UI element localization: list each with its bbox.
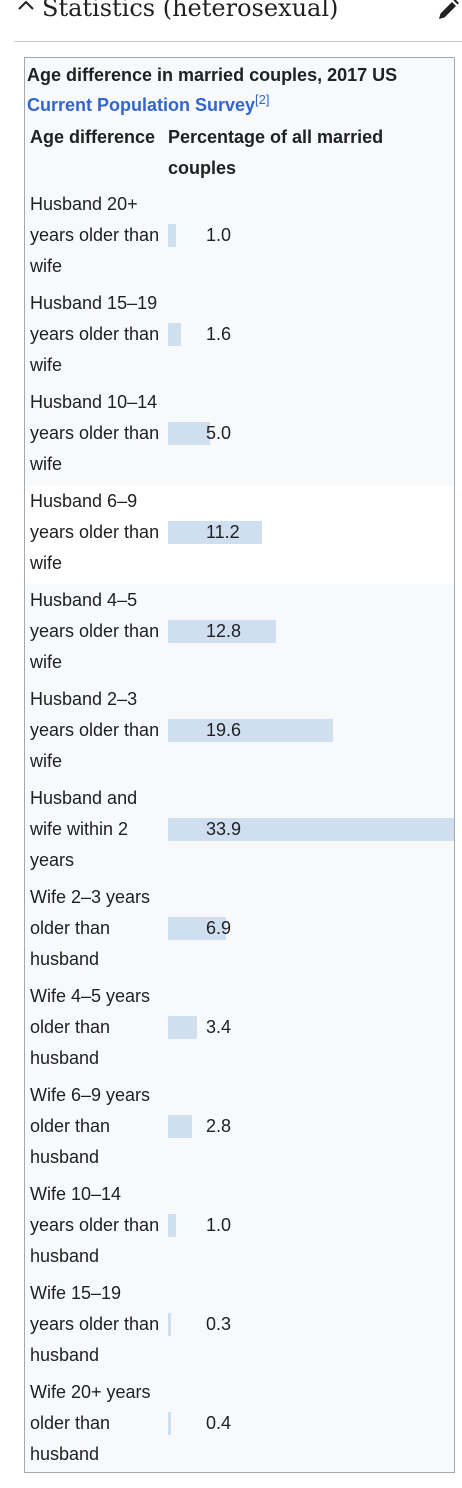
- table-row: Wife 4–5 years older than husband 3.4: [25, 980, 454, 1079]
- row-label: Wife 4–5 years older than husband: [30, 986, 151, 1068]
- percentage-bar: [168, 1412, 172, 1435]
- row-label: Husband 10–14 years older than wife: [30, 392, 160, 474]
- table-row: Husband 20+ years older than wife 1.0: [25, 188, 454, 287]
- table-caption: Age difference in married couples, 2017 …: [27, 60, 447, 120]
- percentage-value: 6.9: [206, 918, 232, 938]
- table-row: Husband 6–9 years older than wife 11.2: [25, 485, 454, 584]
- table-row: Wife 15–19 years older than husband 0.3: [25, 1277, 454, 1376]
- section-title[interactable]: Statistics (heterosexual): [42, 0, 339, 22]
- percentage-bar: [168, 224, 177, 247]
- percentage-value: 2.8: [206, 1116, 232, 1136]
- percentage-bar: [168, 1214, 177, 1237]
- table-row: Wife 20+ years older than husband 0.4: [25, 1376, 454, 1475]
- percentage-bar: [168, 1016, 197, 1039]
- caption-text: Age difference in married couples, 2017 …: [27, 65, 398, 85]
- percentage-value: 0.4: [206, 1413, 232, 1433]
- row-label: Husband 4–5 years older than wife: [30, 590, 160, 672]
- percentage-bar: [168, 719, 334, 742]
- table-row: Wife 2–3 years older than husband 6.9: [25, 881, 454, 980]
- chevron-up-icon[interactable]: [14, 0, 38, 30]
- row-label: Husband and wife within 2 years: [30, 788, 138, 870]
- column-header-age: Age difference: [30, 127, 156, 147]
- percentage-value: 19.6: [206, 720, 242, 740]
- row-label: Wife 6–9 years older than husband: [30, 1085, 151, 1167]
- table-row: Wife 6–9 years older than husband 2.8: [25, 1079, 454, 1178]
- row-label: Husband 2–3 years older than wife: [30, 689, 160, 771]
- row-label: Husband 20+ years older than wife: [30, 194, 160, 276]
- table-row: Wife 10–14 years older than husband 1.0: [25, 1178, 454, 1277]
- percentage-bar: [168, 620, 276, 643]
- percentage-bar: [168, 1313, 171, 1336]
- row-label: Wife 20+ years older than husband: [30, 1382, 151, 1464]
- percentage-value: 11.2: [206, 522, 240, 542]
- percentage-value: 0.3: [206, 1314, 232, 1334]
- percentage-value: 1.0: [206, 225, 232, 245]
- pencil-icon[interactable]: [434, 0, 462, 24]
- percentage-value: 5.0: [206, 423, 232, 443]
- percentage-value: 12.8: [206, 621, 242, 641]
- table-row: Husband 4–5 years older than wife 12.8: [25, 584, 454, 683]
- row-label: Wife 15–19 years older than husband: [30, 1283, 160, 1365]
- percentage-bar: [168, 323, 182, 346]
- row-label: Husband 6–9 years older than wife: [30, 491, 160, 573]
- age-difference-table: Age difference in married couples, 2017 …: [24, 57, 455, 1473]
- section-header: Statistics (heterosexual): [14, 0, 462, 42]
- reference-link[interactable]: [2]: [255, 92, 270, 107]
- percentage-bar: [168, 917, 227, 940]
- percentage-value: 1.0: [206, 1215, 232, 1235]
- table-row: Husband 10–14 years older than wife 5.0: [25, 386, 454, 485]
- row-label: Husband 15–19 years older than wife: [30, 293, 160, 375]
- percentage-bar: [168, 1115, 192, 1138]
- table-row: Husband 15–19 years older than wife 1.6: [25, 287, 454, 386]
- row-label: Wife 10–14 years older than husband: [30, 1184, 160, 1266]
- percentage-bar: [168, 818, 454, 841]
- percentage-value: 3.4: [206, 1017, 232, 1037]
- percentage-bar: [168, 422, 211, 445]
- caption-link[interactable]: Current Population Survey: [27, 95, 256, 115]
- row-label: Wife 2–3 years older than husband: [30, 887, 151, 969]
- percentage-bar: [168, 521, 263, 544]
- table-row: Husband and wife within 2 years 33.9: [25, 782, 454, 881]
- column-header-percentage: Percentage of all married couples: [168, 127, 384, 178]
- percentage-value: 33.9: [206, 819, 242, 839]
- table-row: Husband 2–3 years older than wife 19.6: [25, 683, 454, 782]
- percentage-value: 1.6: [206, 324, 232, 344]
